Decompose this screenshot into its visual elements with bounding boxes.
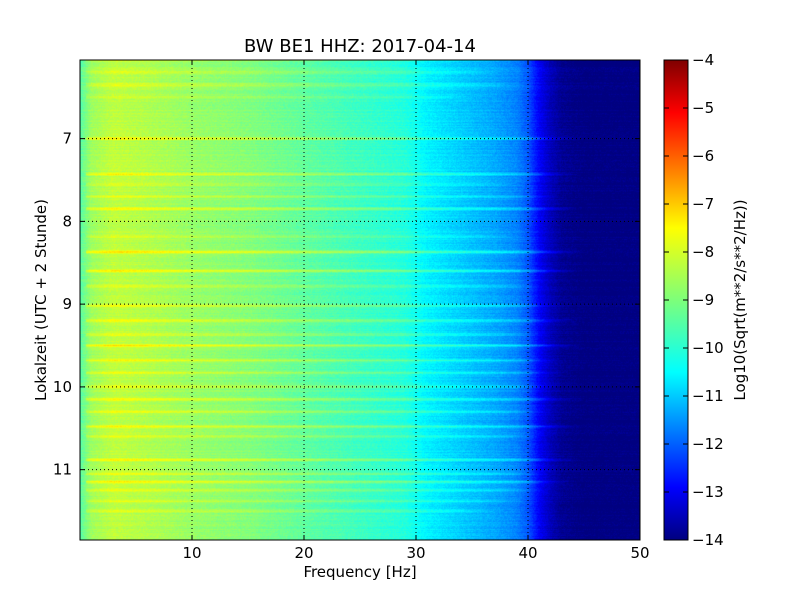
y-tick-label: 9 (62, 295, 72, 313)
colorbar-tick-label: −6 (692, 147, 714, 165)
colorbar-tick-label: −4 (692, 51, 714, 69)
y-tick-label: 8 (62, 212, 72, 230)
x-tick-label: 40 (518, 544, 537, 562)
grid-lines (80, 60, 640, 540)
colorbar-ticks: −4 −5 −6 −7 −8 −9 −10 −11 −12 −13 −14 (664, 51, 724, 549)
colorbar-tick-label: −5 (692, 99, 714, 117)
spectrogram-heatmap (80, 60, 640, 540)
colorbar-tick-label: −7 (692, 195, 714, 213)
colorbar: −4 −5 −6 −7 −8 −9 −10 −11 −12 −13 −14 Log10(Sqrt(m… (663, 51, 749, 549)
y-tick-label: 7 (62, 130, 72, 148)
x-tick-label: 20 (294, 544, 313, 562)
x-tick-label: 50 (630, 544, 649, 562)
y-tick-label: 10 (53, 378, 72, 396)
plot-frame (79, 59, 641, 541)
colorbar-tick-label: −13 (692, 483, 724, 501)
y-axis-label: Lokalzeit (UTC + 2 Stunde) (32, 199, 50, 401)
chart-title: BW BE1 HHZ: 2017-04-14 (244, 36, 476, 57)
colorbar-tick-label: −10 (692, 339, 724, 357)
y-tick-label: 11 (53, 461, 72, 479)
x-tick-label: 30 (406, 544, 425, 562)
colorbar-tick-label: −9 (692, 291, 714, 309)
colorbar-tick-label: −12 (692, 435, 724, 453)
colorbar-tick-label: −8 (692, 243, 714, 261)
spectrogram-plot (79, 59, 641, 541)
y-axis-ticks: 7 8 9 10 11 (53, 130, 640, 479)
colorbar-tick-label: −11 (692, 387, 724, 405)
x-axis-label: Frequency [Hz] (303, 563, 416, 581)
colorbar-label: Log10(Sqrt(m**2/s**2/Hz)) (731, 199, 749, 400)
colorbar-tick-label: −14 (692, 531, 724, 549)
x-axis-ticks: 10 20 30 40 50 (182, 60, 650, 562)
x-tick-label: 10 (182, 544, 201, 562)
